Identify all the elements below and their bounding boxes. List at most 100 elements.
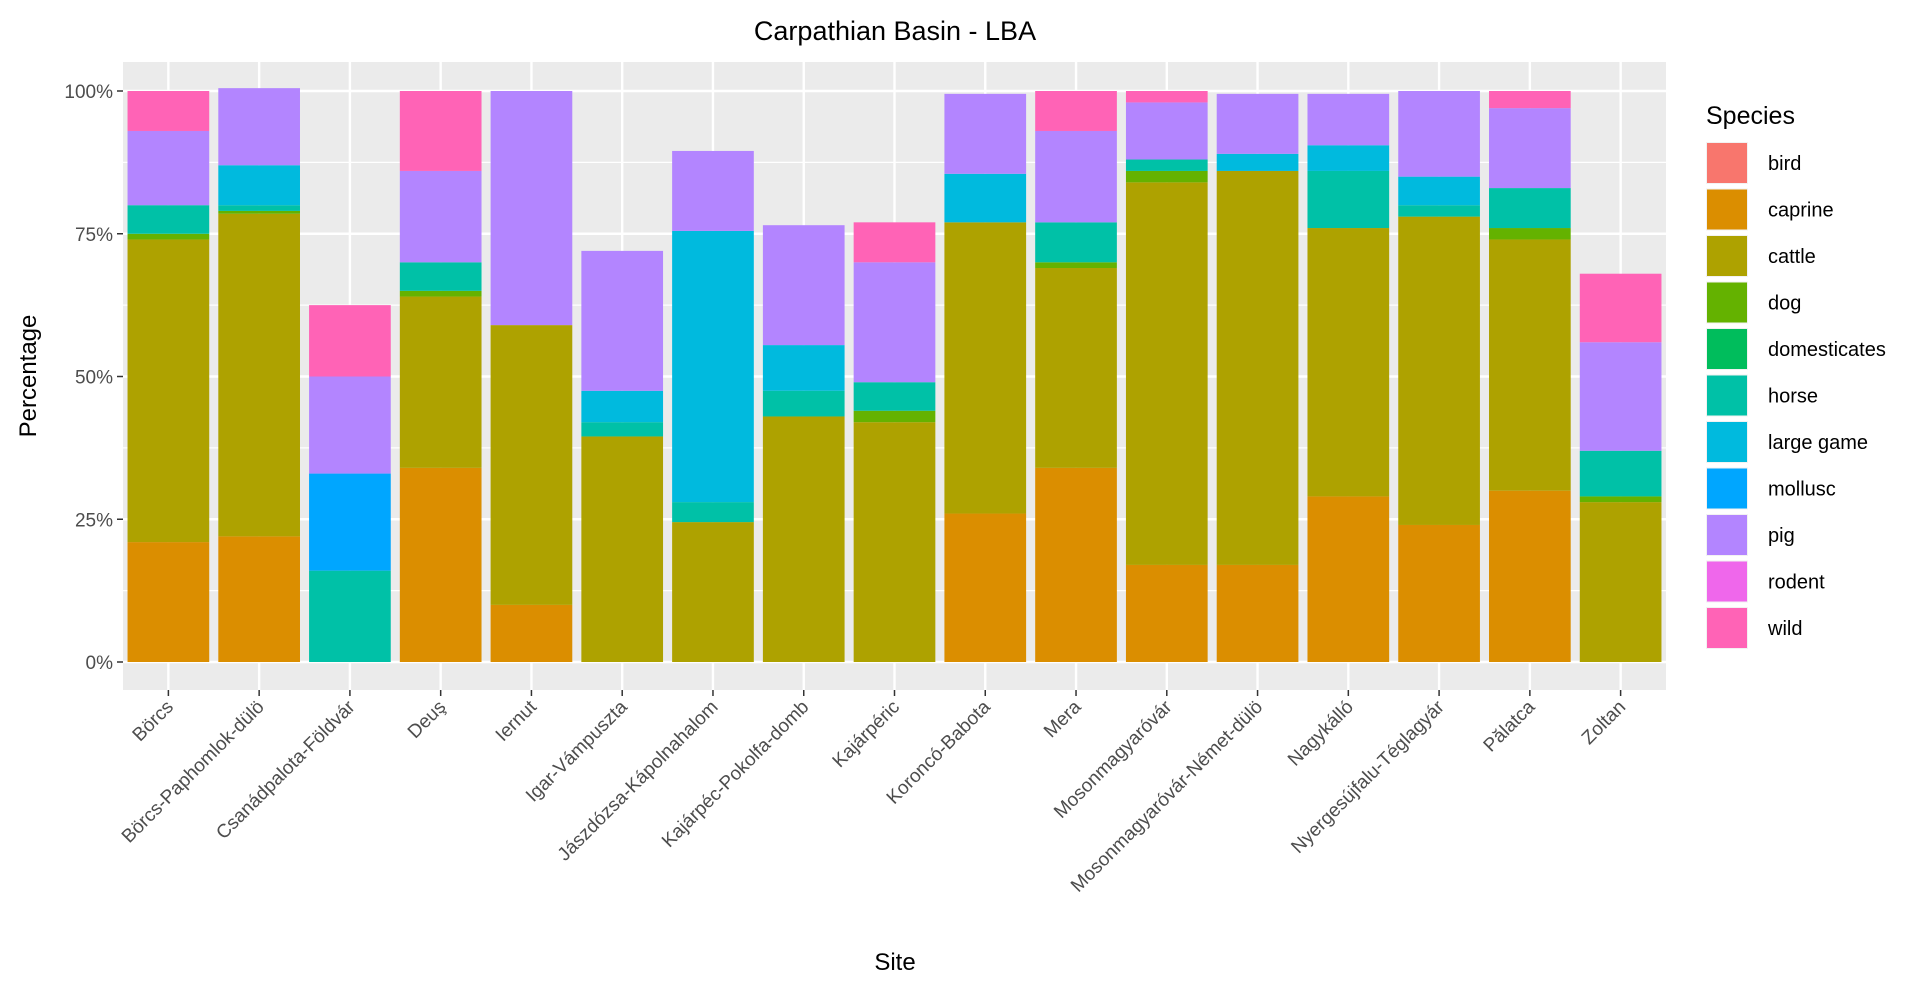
bar-segment (1216, 564, 1299, 662)
y-tick-label: 75% (75, 225, 113, 246)
legend-swatch (1707, 236, 1747, 276)
bar-segment (672, 522, 754, 662)
bar-segment (1307, 496, 1390, 662)
legend-swatch (1707, 515, 1747, 555)
bar-segment (853, 382, 936, 411)
legend-label: domesticates (1768, 339, 1886, 361)
bar-segment (399, 91, 482, 171)
bar-segment (1398, 524, 1480, 662)
bar-segment (1125, 102, 1208, 160)
bar-segment (490, 91, 573, 326)
bar-segment (127, 239, 210, 543)
bar-segment (1125, 170, 1208, 183)
legend-label: caprine (1768, 200, 1834, 222)
bar-segment (218, 536, 300, 662)
bar-segment (399, 290, 482, 297)
x-tick-label: Zoltan (1578, 697, 1630, 749)
bar-segment (1307, 93, 1390, 146)
bar-segment (1125, 564, 1208, 662)
bar-segment (1579, 502, 1662, 662)
x-tick-label: Deuş (404, 697, 450, 743)
x-tick-label: Börcs (129, 697, 178, 746)
bar-segment (218, 213, 300, 537)
legend-label: horse (1768, 386, 1818, 408)
x-tick-label: Mosonmagyaróvár-Német-dülö (1067, 697, 1267, 897)
bar-segment (762, 225, 845, 346)
bar-segment (1035, 268, 1117, 468)
x-axis: BörcsBörcs-Paphomlok-dülöCsanádpalota-Fö… (118, 690, 1630, 897)
bar-segment (1216, 93, 1299, 154)
bar-segment (581, 436, 664, 662)
bar-segment (1579, 450, 1662, 497)
bar-segment (218, 210, 300, 214)
bar-segment (127, 91, 210, 131)
x-tick-label: Nagykálló (1284, 697, 1358, 771)
x-tick-label: Kajárpéc-Pokolfa-domb (658, 697, 813, 852)
bar-segment (1489, 228, 1571, 240)
legend-label: mollusc (1768, 479, 1836, 501)
bar-segment (762, 390, 845, 417)
x-tick-label: Pălatca (1480, 696, 1540, 756)
bar-segment (1489, 188, 1571, 229)
bar-segment (218, 165, 300, 206)
bar-segment (1125, 91, 1208, 103)
bar-segment (127, 130, 210, 206)
bar-segment (1035, 467, 1117, 662)
bar-segment (672, 230, 754, 503)
bar-segment (853, 222, 936, 263)
y-tick-label: 100% (64, 82, 113, 103)
bar-segment (127, 205, 210, 234)
bar-segment (1489, 108, 1571, 189)
bar-segment (944, 173, 1027, 223)
bar-segment (581, 250, 664, 391)
bar-segment (1307, 228, 1390, 497)
bar-segment (1125, 159, 1208, 171)
bar-segment (853, 422, 936, 662)
legend-swatch (1707, 422, 1747, 462)
bar-segment (762, 416, 845, 662)
y-axis-title: Percentage (15, 315, 42, 438)
x-tick-label: Jászdózsa-Kápolnahalom (554, 697, 723, 866)
bar-segment (1125, 182, 1208, 565)
bar-segment (944, 222, 1027, 514)
legend-swatch (1707, 468, 1747, 509)
bar-segment (399, 170, 482, 263)
bar-segment (1489, 239, 1571, 491)
legend-label: pig (1768, 525, 1795, 547)
bar-segment (309, 570, 391, 662)
bar-segment (490, 325, 573, 605)
bar-segment (1307, 170, 1390, 229)
bar-segment (399, 467, 482, 662)
legend-label: bird (1768, 153, 1801, 175)
legend-label: dog (1768, 293, 1801, 315)
bar-segment (1035, 130, 1117, 223)
bar-segment (127, 542, 210, 662)
bar-segment (1398, 176, 1480, 206)
bar-segment (581, 422, 664, 437)
y-tick-label: 25% (75, 510, 113, 531)
bar-segment (672, 502, 754, 523)
bar-segment (1216, 153, 1299, 171)
legend-label: cattle (1768, 246, 1816, 268)
y-axis: 0% 25% 50% 75% 100% (64, 82, 123, 674)
x-tick-label: Kajárpéric (829, 697, 904, 772)
bar-segment (399, 296, 482, 468)
bar-segment (672, 150, 754, 231)
bar-segment (1398, 216, 1480, 525)
bar-segment (218, 88, 300, 166)
legend-swatch (1707, 561, 1747, 602)
bar-segment (1489, 490, 1571, 662)
x-tick-label: Mera (1040, 696, 1086, 742)
legend-swatch (1707, 375, 1747, 416)
chart-title: Carpathian Basin - LBA (754, 16, 1036, 46)
bar-segment (1035, 222, 1117, 263)
bar-segment (1035, 91, 1117, 131)
bar-segment (1579, 342, 1662, 451)
bar-segment (1398, 91, 1480, 177)
bar-segment (1579, 496, 1662, 503)
bar-segment (309, 305, 391, 377)
bar-segment (490, 604, 573, 662)
legend-swatch (1707, 608, 1747, 648)
bar-segment (1579, 273, 1662, 343)
